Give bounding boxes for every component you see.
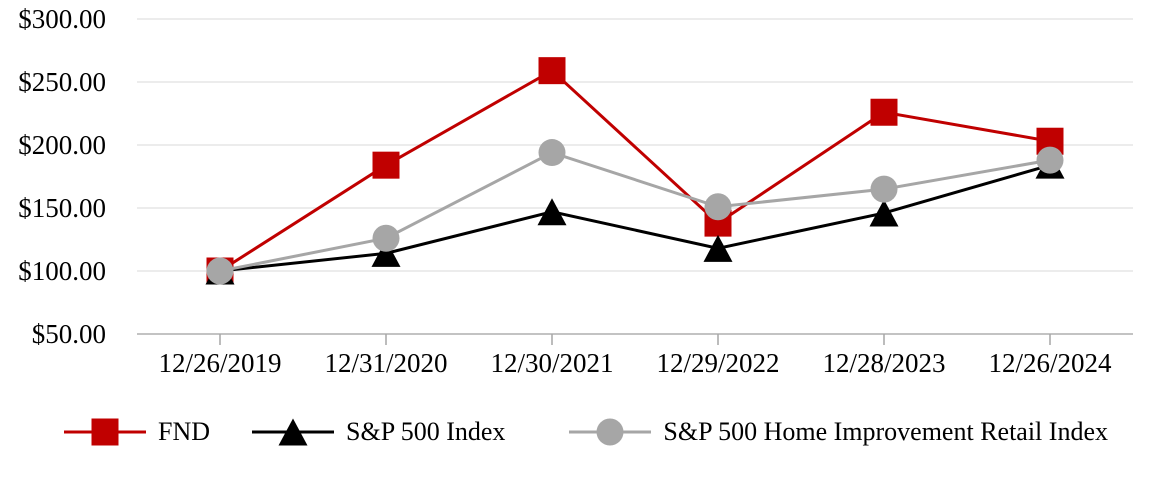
legend-marker: [278, 418, 308, 446]
data-point-s-p-500-home-improvement-retail-index: [206, 257, 234, 285]
x-axis-label: 12/28/2023: [822, 348, 945, 378]
legend-marker: [91, 418, 119, 446]
y-axis-label: $150.00: [18, 193, 106, 223]
legend-item-s-p-500-home-improvement-retail-index: S&P 500 Home Improvement Retail Index: [567, 415, 1108, 449]
triangle-marker-icon: [252, 418, 335, 446]
data-point-s-p-500-index: [537, 198, 567, 226]
data-point-s-p-500-index: [371, 239, 401, 267]
y-axis-label: $50.00: [32, 319, 106, 349]
x-axis-label: 12/30/2021: [490, 348, 613, 378]
square-marker-icon: [64, 418, 146, 446]
data-point-s-p-500-home-improvement-retail-index: [704, 193, 732, 221]
series-line-s-p-500-home-improvement-retail-index: [219, 150, 1051, 273]
legend-label: S&P 500 Home Improvement Retail Index: [663, 417, 1108, 446]
y-axis-label: $250.00: [18, 67, 106, 97]
legend-item-fnd: FND: [62, 415, 210, 449]
series-line-fnd: [219, 68, 1051, 273]
y-axis-label: $300.00: [18, 4, 106, 34]
data-point-s-p-500-home-improvement-retail-index: [870, 175, 898, 203]
data-point-fnd: [870, 98, 898, 126]
x-axis-label: 12/31/2020: [324, 348, 447, 378]
data-point-s-p-500-index: [703, 234, 733, 262]
legend-item-s-p-500-index: S&P 500 Index: [250, 415, 505, 449]
data-point-s-p-500-index: [869, 199, 899, 227]
data-point-s-p-500-home-improvement-retail-index: [1036, 146, 1064, 174]
x-axis-label: 12/26/2024: [988, 348, 1112, 378]
legend-label: S&P 500 Index: [346, 417, 506, 446]
x-axis-label: 12/29/2022: [656, 348, 779, 378]
performance-chart-plot: $300.00 $250.00 $200.00 $150.00 $100.00 $50.0…: [18, 4, 1133, 378]
series-line-s-p-500-index: [219, 163, 1051, 273]
data-point-fnd: [372, 151, 400, 179]
chart-legend: FND S&P 500 Index S&P 500 Home Improvement…: [0, 415, 1152, 449]
data-point-fnd: [538, 57, 566, 85]
circle-marker-icon: [569, 418, 652, 446]
y-axis-label: $100.00: [18, 256, 106, 286]
legend-marker: [596, 418, 624, 446]
data-point-s-p-500-home-improvement-retail-index: [372, 224, 400, 252]
x-axis-label: 12/26/2019: [158, 348, 281, 378]
legend-label: FND: [158, 417, 211, 446]
y-axis-label: $200.00: [18, 130, 106, 160]
data-point-s-p-500-home-improvement-retail-index: [538, 139, 566, 167]
